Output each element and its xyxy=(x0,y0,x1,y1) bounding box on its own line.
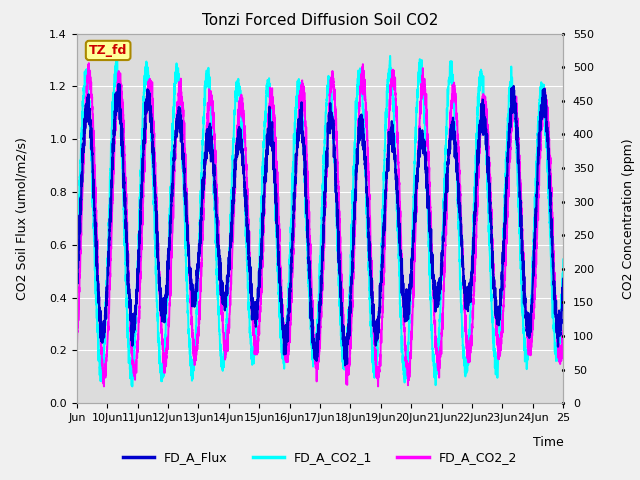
X-axis label: Time: Time xyxy=(533,436,564,449)
Text: TZ_fd: TZ_fd xyxy=(89,44,127,57)
Title: Tonzi Forced Diffusion Soil CO2: Tonzi Forced Diffusion Soil CO2 xyxy=(202,13,438,28)
Y-axis label: CO2 Concentration (ppm): CO2 Concentration (ppm) xyxy=(621,138,635,299)
Y-axis label: CO2 Soil Flux (umol/m2/s): CO2 Soil Flux (umol/m2/s) xyxy=(15,137,28,300)
Legend: FD_A_Flux, FD_A_CO2_1, FD_A_CO2_2: FD_A_Flux, FD_A_CO2_1, FD_A_CO2_2 xyxy=(118,446,522,469)
